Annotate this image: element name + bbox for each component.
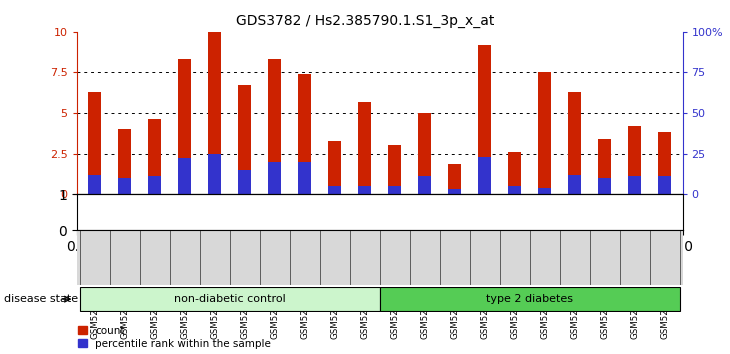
Bar (658, 176, 672, 194)
Bar (328, 186, 342, 194)
Bar (447, 164, 461, 194)
Bar (118, 129, 131, 194)
Text: disease state: disease state (4, 294, 78, 304)
Bar (358, 186, 372, 194)
Bar (298, 162, 312, 194)
Bar (538, 73, 551, 194)
Bar (298, 74, 312, 194)
Text: type 2 diabetes: type 2 diabetes (486, 294, 573, 304)
Bar (80, 287, 380, 311)
Text: GDS3782 / Hs2.385790.1.S1_3p_x_at: GDS3782 / Hs2.385790.1.S1_3p_x_at (236, 14, 494, 28)
Bar (508, 152, 521, 194)
Bar (447, 189, 461, 194)
Bar (418, 113, 431, 194)
Bar (658, 132, 672, 194)
Bar (508, 186, 521, 194)
Bar (328, 141, 342, 194)
Bar (418, 176, 431, 194)
Bar (178, 158, 191, 194)
Bar (88, 92, 101, 194)
Bar (538, 188, 551, 194)
Legend: count, percentile rank within the sample: count, percentile rank within the sample (78, 326, 271, 349)
Bar (178, 59, 191, 194)
Bar (478, 45, 491, 194)
Bar (268, 59, 281, 194)
Bar (88, 175, 101, 194)
Bar (388, 145, 402, 194)
Bar (388, 186, 402, 194)
Bar (598, 178, 611, 194)
Bar (568, 175, 581, 194)
Bar (478, 157, 491, 194)
Bar (238, 85, 251, 194)
Bar (628, 126, 642, 194)
Bar (118, 178, 131, 194)
Bar (148, 119, 161, 194)
Bar (268, 162, 281, 194)
Bar (598, 139, 611, 194)
Bar (628, 176, 642, 194)
Text: non-diabetic control: non-diabetic control (174, 294, 285, 304)
Bar (238, 170, 251, 194)
Bar (358, 102, 372, 194)
Bar (148, 176, 161, 194)
Bar (568, 92, 581, 194)
Bar (208, 154, 221, 194)
Bar (208, 32, 221, 194)
Bar (380, 287, 680, 311)
